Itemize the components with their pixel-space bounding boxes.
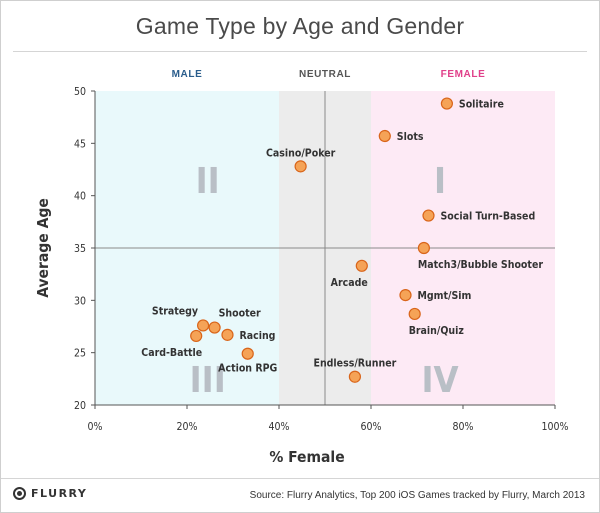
zone-male-label: MALE [172,69,203,80]
point-label: Brain/Quiz [409,325,465,337]
quadrant-i-label: I [434,161,446,202]
point-label: Mgmt/Sim [418,290,472,302]
chart-title: Game Type by Age and Gender [135,13,465,39]
y-tick-label: 45 [74,138,86,150]
point-label: Card-Battle [141,347,202,359]
flurry-logo-icon [13,487,26,500]
x-tick-label: 0% [88,421,103,433]
point-label: Casino/Poker [266,147,336,159]
point-label: Endless/Runner [313,358,396,370]
point-marker [294,160,307,173]
point-label: Racing [239,330,275,342]
quadrant-iv-label: IV [421,360,458,401]
x-tick-label: 20% [177,421,198,433]
point-marker [422,209,435,222]
point-marker [197,319,210,332]
point-marker [208,321,221,334]
point-label: Solitaire [459,99,504,111]
point-marker [348,370,361,383]
footer-divider [1,478,599,479]
x-tick-label: 40% [269,421,290,433]
point-marker [190,329,203,343]
point-marker [221,328,234,341]
point-marker [399,289,412,302]
point-label: Arcade [331,277,368,289]
x-tick-label: 100% [541,421,568,433]
y-tick-label: 50 [74,86,86,98]
zone-neutral-label: NEUTRAL [299,69,351,80]
point-marker [408,307,421,321]
title-divider [13,51,587,52]
point-marker [378,129,391,143]
point-marker [440,97,453,110]
zone-female-label: FEMALE [441,69,486,80]
point-marker [417,241,430,255]
flurry-logo: FLURRY [13,487,87,500]
point-label: Strategy [152,305,198,317]
y-tick-label: 40 [74,191,86,203]
x-tick-label: 60% [361,421,382,433]
point-label: Slots [397,131,424,143]
y-tick-label: 30 [74,295,86,307]
x-axis-title: % Female [269,448,344,466]
point-label: Social Turn-Based [441,211,536,223]
point-label: Action RPG [218,363,277,375]
flurry-brand-text: FLURRY [31,487,88,500]
y-axis-title: Average Age [34,198,52,298]
point-label: Shooter [219,308,261,320]
y-tick-label: 20 [74,400,86,412]
point-marker [355,259,368,272]
source-note: Source: Flurry Analytics, Top 200 iOS Ga… [249,490,585,501]
quadrant-ii-label: II [196,161,220,202]
x-tick-label: 80% [453,421,474,433]
y-tick-label: 35 [74,243,86,255]
point-label: Match3/Bubble Shooter [418,259,543,271]
point-marker [241,347,254,360]
y-tick-label: 25 [74,348,86,360]
quadrant-iii-label: III [190,360,226,401]
